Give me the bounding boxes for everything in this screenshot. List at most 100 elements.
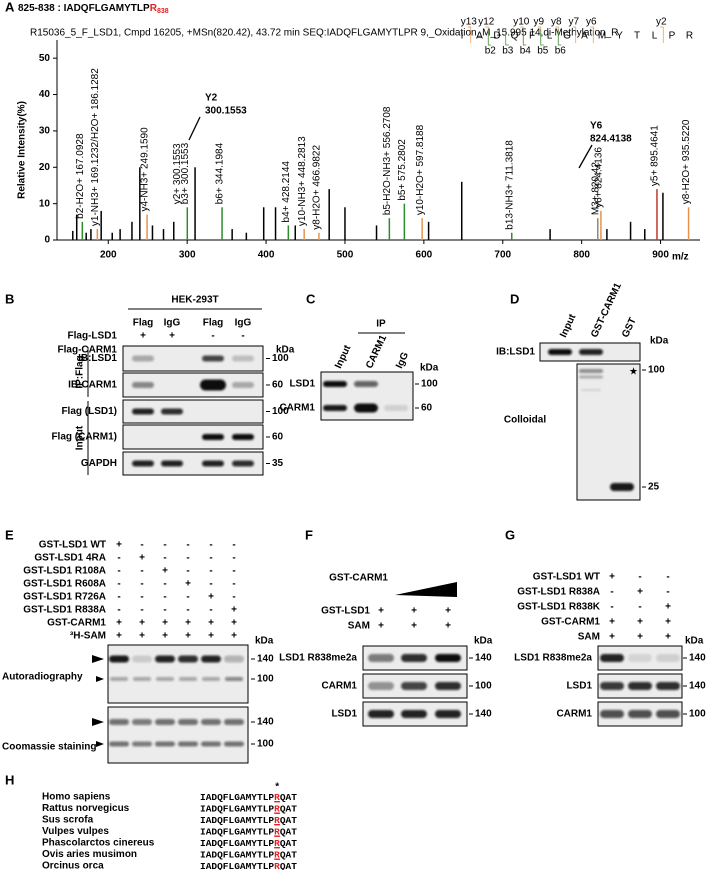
band xyxy=(224,741,244,747)
b-ion: b3 xyxy=(502,46,514,57)
sign: + xyxy=(637,632,643,643)
sign: + xyxy=(116,631,122,642)
sign: - xyxy=(638,572,641,583)
y-tick-label: 30 xyxy=(39,126,51,137)
band xyxy=(435,710,461,718)
sign: - xyxy=(209,579,212,590)
band xyxy=(155,741,175,747)
sign: + xyxy=(231,605,237,616)
y-ion: y12 xyxy=(478,17,495,28)
sign: + xyxy=(378,621,384,632)
y-tick-label: 50 xyxy=(39,53,51,64)
sign: + xyxy=(139,553,145,564)
condition-label: Flag-CARM1 xyxy=(58,345,118,356)
band xyxy=(232,460,254,467)
kda: kDa xyxy=(685,636,704,647)
panel-label: H xyxy=(5,772,14,787)
sign: - xyxy=(666,587,669,598)
residue: Y xyxy=(616,31,623,42)
sequence: IADQFLGAMYTLPRQAT xyxy=(200,838,297,849)
y-ion: y13 xyxy=(461,17,478,28)
band xyxy=(401,654,427,662)
sign: - xyxy=(232,579,235,590)
condition-label: GST-LSD1 R838A xyxy=(517,587,600,598)
sign: + xyxy=(609,632,615,643)
band xyxy=(368,654,394,662)
annotation: Y2 xyxy=(205,93,218,104)
band xyxy=(202,434,224,440)
band xyxy=(202,460,224,467)
mw-label: 140 xyxy=(475,709,492,720)
lane-label: Input xyxy=(333,343,354,370)
sign: + xyxy=(637,587,643,598)
sign: - xyxy=(163,540,166,551)
species: Orcinus orca xyxy=(42,861,104,870)
sequence-part: IADQFLGAMYTLP xyxy=(200,861,274,870)
condition-label: ³H-SAM xyxy=(70,631,106,642)
panel-label: F xyxy=(305,527,313,542)
sign: - xyxy=(232,540,235,551)
sign: - xyxy=(186,553,189,564)
sign: - xyxy=(140,579,143,590)
band xyxy=(202,677,220,681)
lane-label: Flag xyxy=(203,318,224,329)
band xyxy=(132,408,154,415)
sign: + xyxy=(231,631,237,642)
panel-label: B xyxy=(5,291,14,306)
group-label: Input xyxy=(75,425,86,450)
mw-label: 25 xyxy=(648,482,660,493)
species: Homo sapiens xyxy=(42,792,111,803)
mw-label: 100 xyxy=(272,406,289,417)
band xyxy=(368,682,394,690)
row-label: LSD1 xyxy=(566,681,592,692)
condition-label: GST-LSD1 4RA xyxy=(34,553,106,564)
sign: + xyxy=(665,632,671,643)
band xyxy=(600,710,624,718)
sign: + xyxy=(609,572,615,583)
peak-label: y8-H2O+ 935.5220 xyxy=(681,119,692,204)
title-text: 825-838 : IADQFLGAMYTLP xyxy=(18,3,150,14)
sequence: IADQFLGAMYTLPRQAT xyxy=(200,826,297,837)
sign: + xyxy=(665,602,671,613)
sign: + xyxy=(665,617,671,628)
residue: M xyxy=(598,31,606,42)
condition-label: SAM xyxy=(578,632,600,643)
band xyxy=(156,677,174,681)
lane-label: GST-CARM1 xyxy=(589,281,624,339)
row-label: IB:CARM1 xyxy=(68,380,117,391)
band xyxy=(435,654,461,662)
sequence: IADQFLGAMYTLPRQAT xyxy=(200,849,297,860)
band xyxy=(155,655,175,663)
b-ion: b2 xyxy=(485,46,497,57)
sign: - xyxy=(140,566,143,577)
band xyxy=(224,655,244,663)
condition-label: GST-LSD1 R838K xyxy=(517,602,601,613)
band xyxy=(161,460,183,467)
arrow xyxy=(92,718,104,726)
row-label: IB:LSD1 xyxy=(496,347,535,358)
sign: - xyxy=(209,540,212,551)
band xyxy=(628,710,652,718)
x-tick-label: 800 xyxy=(573,250,590,261)
peak-label: b5-H2O-NH3+ 556.2708 xyxy=(382,106,393,215)
band xyxy=(656,654,680,662)
lane-label: IgG xyxy=(235,318,252,329)
mw-label: 140 xyxy=(689,653,706,664)
band xyxy=(368,710,394,718)
blot xyxy=(320,371,414,421)
ion-tick xyxy=(572,26,577,43)
condition-label: GST-LSD1 xyxy=(321,606,370,617)
annotation: 824.4138 xyxy=(590,134,632,145)
band xyxy=(354,403,378,413)
row-label: CARM1 xyxy=(279,403,315,414)
annotation: Y6 xyxy=(590,121,603,132)
y-tick-label: 10 xyxy=(39,198,51,209)
peak-label: y10-NH3+ 448.2813 xyxy=(297,136,308,226)
mw-label: 60 xyxy=(272,380,284,391)
band xyxy=(132,719,152,725)
y-ion: y8 xyxy=(551,17,562,28)
residue: Q xyxy=(511,31,519,42)
band xyxy=(110,677,128,681)
x-tick-label: 700 xyxy=(494,250,511,261)
peak-label: M3+ 820.42 xyxy=(590,162,601,216)
